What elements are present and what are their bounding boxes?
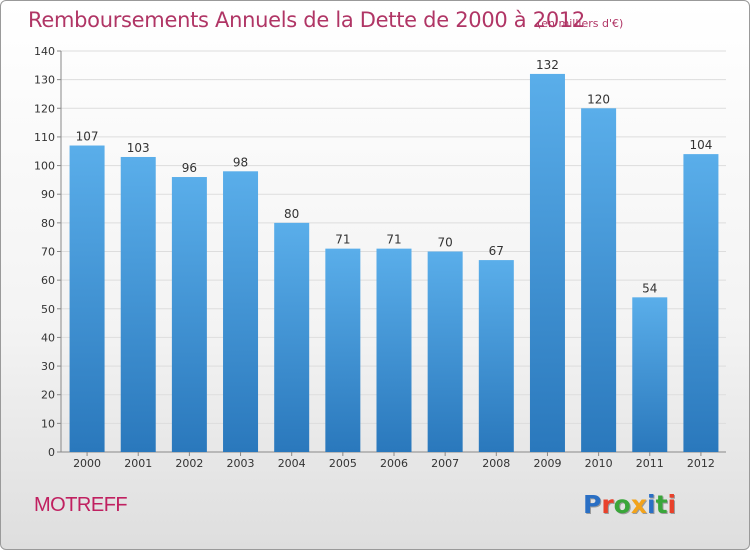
y-tick-label: 110 (34, 131, 55, 144)
bars (69, 73, 719, 453)
city-name: MOTREFF (34, 494, 128, 516)
y-tick-label: 140 (34, 45, 55, 58)
x-tick-label: 2012 (687, 457, 715, 470)
y-tick-label: 80 (41, 217, 55, 230)
data-label: 104 (689, 138, 712, 152)
y-tick-label: 100 (34, 160, 55, 173)
x-tick-label: 2006 (380, 457, 408, 470)
data-labels: 107 103 96 98 80 71 71 70 67 132 120 54 104 (76, 58, 713, 295)
data-label: 67 (489, 244, 504, 258)
y-tick-label: 50 (41, 303, 55, 316)
logo-letter: o (613, 490, 631, 519)
y-tick-label: 120 (34, 102, 55, 115)
logo-letter: x (630, 490, 647, 519)
bar (632, 297, 668, 452)
data-label: 98 (233, 155, 248, 169)
data-label: 71 (335, 233, 350, 247)
logo-letter: t (655, 490, 668, 519)
x-tick-labels: 2000 2001 2002 2003 2004 2005 2006 2007 2008 2009… (73, 457, 715, 470)
data-label: 120 (587, 92, 610, 106)
data-label: 103 (127, 141, 150, 155)
y-tick-label: 60 (41, 274, 55, 287)
data-label: 96 (182, 161, 197, 175)
bar (325, 248, 361, 452)
data-label: 70 (438, 236, 453, 250)
bar (223, 171, 259, 453)
y-tick-label: 130 (34, 74, 55, 87)
bar (529, 73, 565, 453)
x-tick-label: 2009 (533, 457, 561, 470)
y-tick-label: 40 (41, 331, 55, 344)
chart-title: Remboursements Annuels de la Dette de 20… (28, 8, 585, 32)
y-tick-label: 10 (41, 417, 55, 430)
y-tick-label: 0 (48, 446, 55, 459)
bar (120, 156, 156, 452)
data-label: 132 (536, 58, 559, 72)
bar (69, 145, 105, 452)
x-tick-label: 2002 (175, 457, 203, 470)
x-tick-label: 2011 (636, 457, 664, 470)
bar (171, 177, 207, 452)
proxiti-logo[interactable]: Proxiti (583, 490, 676, 519)
x-tick-label: 2007 (431, 457, 459, 470)
x-tick-label: 2008 (482, 457, 510, 470)
bar (683, 154, 719, 452)
x-tick-label: 2005 (329, 457, 357, 470)
y-tick-label: 20 (41, 389, 55, 402)
x-tick-label: 2010 (585, 457, 613, 470)
bar (274, 222, 310, 452)
data-label: 71 (386, 233, 401, 247)
logo-letter: i (667, 490, 677, 519)
x-tick-label: 2004 (278, 457, 306, 470)
y-tick-label: 70 (41, 246, 55, 259)
data-label: 54 (642, 281, 657, 295)
logo-letter: i (647, 490, 656, 519)
logo-letter: P (583, 490, 602, 519)
y-tick-label: 90 (41, 188, 55, 201)
bar (427, 251, 463, 452)
y-tick-labels: 0 10 20 30 40 50 60 70 80 90 100 110 120 130 140 (34, 45, 55, 459)
logo-letter: r (601, 490, 614, 519)
bar (376, 248, 412, 452)
unit-note: (en milliers d'€) (537, 17, 624, 30)
y-tick-label: 30 (41, 360, 55, 373)
x-tick-label: 2003 (227, 457, 255, 470)
x-tick-label: 2000 (73, 457, 101, 470)
x-tick-label: 2001 (124, 457, 152, 470)
data-label: 80 (284, 207, 299, 221)
bar (581, 108, 617, 453)
bar (478, 260, 514, 452)
data-label: 107 (76, 130, 99, 144)
